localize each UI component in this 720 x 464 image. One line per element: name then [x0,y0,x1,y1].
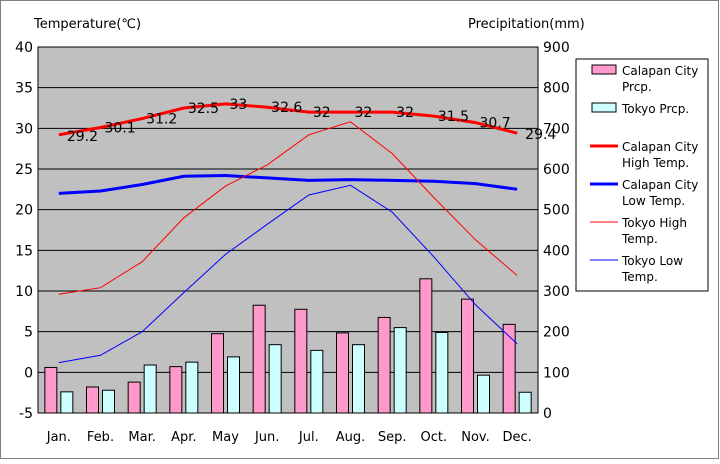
tokyo-precip-bar [477,374,490,414]
legend-label: Calapan City [622,64,698,78]
tokyo-precip-bar [435,331,449,414]
high-temp-data-label: 29.2 [67,129,98,145]
high-temp-data-label: 30.1 [105,121,136,137]
right-tick-label: 800 [543,81,570,97]
tokyo-precip-bar [352,344,365,414]
legend-label: Calapan City [622,140,698,154]
calapan-precip-bar [127,381,141,414]
x-tick-label: Apr. [171,430,196,445]
right-tick-label: 400 [543,243,570,259]
high-temp-data-label: 32.5 [188,101,219,117]
legend-swatch [591,102,617,113]
calapan-low-temp-line [58,173,518,195]
legend-label: Temp. [621,270,658,284]
left-tick-label: 0 [24,365,33,381]
plot-frame [37,46,539,414]
left-tick-label: 25 [15,162,33,178]
high-temp-data-label: 32.6 [271,100,302,116]
tokyo-low-temp-line [58,184,518,364]
plot-area: 40 900 35 800 30 700 25 600 20 500 15 400 10 300 5 200 0… [15,40,570,445]
tokyo-precip-bar [185,361,199,414]
tokyo-precip-bar [268,344,282,414]
x-tick-label: Dec. [503,430,532,445]
tokyo-precip-bar [310,349,324,414]
right-axis-title: Precipitation(mm) [468,17,585,32]
legend-label: Temp. [621,232,658,246]
left-tick-label: 15 [15,243,33,259]
legend-box [575,58,709,292]
calapan-precip-bar [502,323,516,414]
x-tick-label: Mar. [128,430,155,445]
right-tick-label: 0 [543,406,552,422]
left-tick-label: 35 [15,81,33,97]
tokyo-precip-bar [393,327,407,414]
left-tick-label: 5 [24,325,33,341]
x-tick-label: Aug. [336,430,366,445]
high-temp-data-label: 30.7 [480,116,511,132]
high-temp-data-label: 32 [355,105,373,121]
legend-swatch [591,64,617,75]
legend-label: Calapan City [622,178,698,192]
x-tick-label: May [212,430,239,445]
tokyo-precip-bar [518,391,532,414]
legend-label: High Temp. [622,156,689,170]
legend-label: Tokyo Low [621,254,683,268]
right-tick-label: 500 [543,203,570,219]
tokyo-precip-bar [60,391,74,414]
x-tick-label: Oct. [421,430,448,445]
right-tick-label: 900 [543,40,570,56]
x-tick-label: Jul. [298,430,319,445]
tokyo-precip-bar [102,389,115,414]
calapan-precip-bar [419,278,433,414]
high-temp-data-label: 32 [396,105,414,121]
calapan-precip-bar [44,366,58,414]
left-tick-label: 10 [15,284,33,300]
right-tick-label: 100 [543,365,570,381]
calapan-precip-bar [336,332,349,414]
legend: Calapan City Prcp. Tokyo Prcp. Calapan City… [575,58,709,292]
calapan-precip-bar [377,316,391,414]
right-tick-label: 700 [543,121,570,137]
calapan-precip-bar [252,304,266,414]
calapan-precip-bar [86,386,99,414]
calapan-precip-bar [211,333,224,414]
tokyo-precip-bar [143,364,157,414]
calapan-precip-bar [169,366,183,414]
x-tick-label: Feb. [87,430,114,445]
legend-label: Prcp. [622,80,652,94]
calapan-precip-bar [461,298,474,414]
tokyo-high-temp-line [58,121,518,295]
legend-label: Tokyo High [621,216,687,230]
right-tick-label: 600 [543,162,570,178]
x-tick-label: Sep. [378,430,407,445]
high-temp-data-label: 31.5 [438,109,469,125]
high-temp-data-label: 29.4 [525,127,556,143]
high-temp-data-label: 31.2 [146,112,177,128]
left-tick-label: 40 [15,40,33,56]
right-tick-label: 200 [543,325,570,341]
high-temp-data-label: 32 [313,105,331,121]
calapan-precip-bar [294,308,308,414]
x-tick-label: Jun. [254,430,279,445]
left-tick-label: 30 [15,121,33,137]
left-tick-label: 20 [15,203,33,219]
legend-label: Low Temp. [622,194,685,208]
left-tick-label: -5 [19,406,33,422]
right-tick-label: 300 [543,284,570,300]
x-tick-label: Jan. [46,430,71,445]
legend-label: Tokyo Prcp. [621,102,689,116]
left-axis-title: Temperature(℃) [33,17,141,32]
x-tick-label: Nov. [461,430,490,445]
tokyo-precip-bar [227,356,240,414]
high-temp-data-label: 33 [230,97,248,113]
calapan-high-temp-line [58,102,518,137]
plot-background [38,47,538,413]
